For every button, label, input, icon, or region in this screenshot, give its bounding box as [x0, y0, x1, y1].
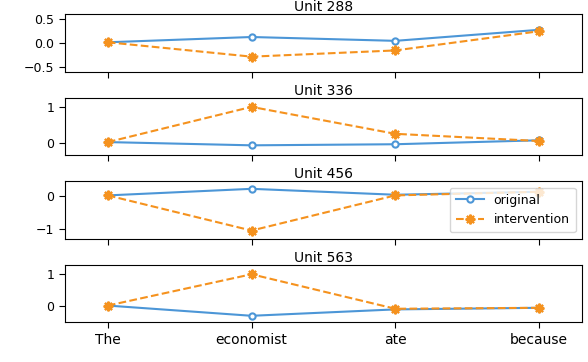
Legend: original, intervention: original, intervention — [450, 188, 576, 232]
Title: Unit 288: Unit 288 — [294, 0, 353, 14]
Line: intervention: intervention — [103, 269, 544, 313]
Line: original: original — [105, 137, 542, 148]
intervention — [104, 40, 111, 45]
original — [392, 39, 399, 43]
Line: original: original — [105, 27, 542, 45]
original — [392, 193, 399, 197]
Line: original: original — [105, 186, 542, 198]
original — [536, 138, 543, 143]
Line: intervention: intervention — [103, 102, 544, 147]
Title: Unit 563: Unit 563 — [294, 251, 353, 265]
intervention — [536, 139, 543, 143]
original — [536, 190, 543, 194]
intervention — [248, 55, 255, 59]
intervention — [104, 303, 111, 308]
original — [248, 313, 255, 318]
intervention — [248, 228, 255, 233]
original — [104, 193, 111, 198]
intervention — [248, 105, 255, 109]
original — [248, 143, 255, 147]
original — [392, 307, 399, 312]
original — [536, 28, 543, 32]
original — [104, 140, 111, 144]
intervention — [248, 272, 255, 277]
original — [536, 306, 543, 310]
Title: Unit 336: Unit 336 — [294, 84, 353, 98]
Title: Unit 456: Unit 456 — [294, 167, 353, 181]
Line: original: original — [105, 302, 542, 319]
original — [104, 40, 111, 45]
intervention — [104, 140, 111, 144]
original — [248, 35, 255, 39]
original — [104, 303, 111, 308]
intervention — [536, 29, 543, 33]
intervention — [392, 48, 399, 52]
original — [392, 142, 399, 146]
intervention — [392, 193, 399, 198]
Line: intervention: intervention — [103, 187, 544, 235]
intervention — [536, 306, 543, 310]
intervention — [392, 307, 399, 311]
intervention — [536, 190, 543, 194]
intervention — [104, 193, 111, 198]
original — [248, 187, 255, 191]
intervention — [392, 132, 399, 136]
Line: intervention: intervention — [103, 26, 544, 62]
